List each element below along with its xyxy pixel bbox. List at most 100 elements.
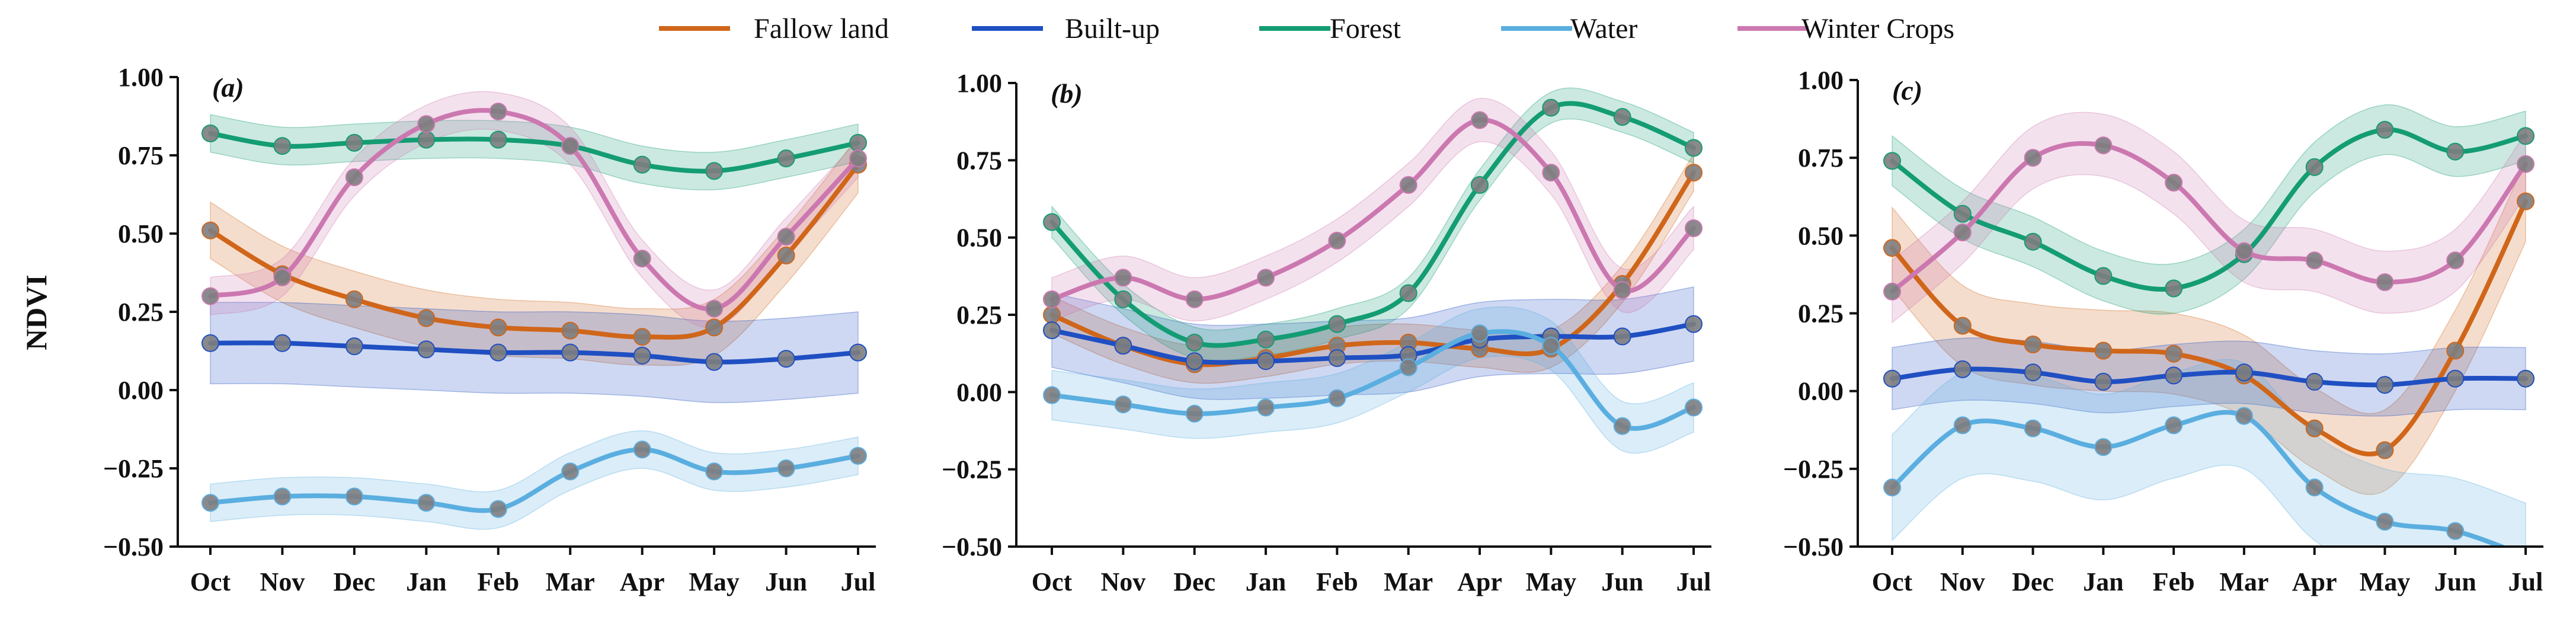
x-tick-label-jul: Jul [2508,567,2543,596]
plot-area [201,91,867,530]
point-built-up-may [705,353,724,371]
point-built-up-jun [777,350,795,368]
point-fallow-land-jul [1685,164,1703,182]
y-tick-label: 0.75 [1798,143,1844,173]
point-built-up-jul [849,343,867,362]
point-forest-nov [273,137,292,155]
y-tick-label: −0.25 [942,455,1002,484]
point-built-up-feb [1328,349,1346,367]
x-tick-label-mar: Mar [1384,567,1433,596]
point-forest-jul [2517,127,2535,145]
x-tick-label-dec: Dec [2012,567,2054,596]
point-built-up-apr [633,346,651,365]
y-tick-label: −0.50 [1783,532,1844,561]
x-tick-label-may: May [2360,567,2411,596]
point-winter-crops-jan [417,115,436,133]
point-water-jul [849,446,867,465]
x-tick-label-oct: Oct [1872,567,1913,596]
point-fallow-land-jan [417,309,436,327]
x-tick-label-nov: Nov [1100,567,1145,596]
panel-b: −0.50 −0.25 0.00 0.25 0.50 0.75 1.00 Oct Nov Dec J… [942,69,1711,596]
y-tick-label: 1.00 [118,63,164,92]
x-tick-label-feb: Feb [477,567,519,596]
point-water-oct [1883,478,1901,497]
point-winter-crops-nov [1114,269,1132,287]
point-water-feb [2165,416,2183,435]
point-forest-jul [1685,139,1703,157]
x-tick-label-jul: Jul [841,567,876,596]
panel-c: −0.50 −0.25 0.00 0.25 0.50 0.75 1.00 Oct Nov Dec J… [1783,66,2543,596]
line-fallow-land [208,162,860,340]
point-water-may [1542,337,1560,355]
line-water [208,447,860,513]
point-winter-crops-mar [2235,242,2253,260]
point-fallow-land-apr [2305,419,2324,438]
point-water-oct [1043,386,1061,404]
y-tick-label: 0.00 [956,378,1002,407]
point-winter-crops-may [705,299,724,318]
line-water [1049,329,1696,431]
y-tick-label: 1.00 [1798,66,1844,95]
x-tick-label-jun: Jun [1601,567,1643,596]
point-water-jun [777,459,795,477]
point-water-jun [2446,522,2465,540]
x-tick-label-jan: Jan [406,567,446,596]
y-tick-label: 0.75 [956,146,1002,175]
point-forest-feb [489,130,507,149]
point-fallow-land-jan [2094,341,2113,360]
y-tick-label: 0.75 [118,141,164,170]
point-fallow-land-oct [1883,239,1901,257]
point-forest-nov [1114,290,1132,308]
point-fallow-land-may [705,318,724,337]
y-axis-label: NDVI [20,274,53,350]
point-built-up-jun [2446,369,2465,388]
point-water-dec [2024,419,2042,438]
point-water-oct [201,494,219,512]
plot-area [1883,104,2535,547]
point-built-up-jan [1257,352,1275,371]
y-tick-label: 0.00 [1798,377,1844,406]
point-forest-apr [1471,176,1489,194]
y-tick-label: −0.50 [103,532,164,561]
band-water [1051,306,1694,454]
band-fallow-land [1892,161,2526,495]
panel-a: −0.50 −0.25 0.00 0.25 0.50 0.75 1.00 Oct Nov Dec J… [103,63,876,596]
point-built-up-oct [201,334,219,352]
legend: Fallow land Built-up Forest Water Winter Cro… [659,13,1954,44]
y-tick-label: 0.00 [118,376,164,405]
x-tick-label-mar: Mar [2219,567,2268,596]
plot-area [1043,87,1703,454]
point-built-up-nov [273,334,292,352]
y-tick-label: 0.50 [118,219,164,248]
x-tick-label-dec: Dec [333,567,375,596]
point-forest-feb [1328,315,1346,333]
point-winter-crops-jan [2094,136,2113,155]
point-fallow-land-mar [561,321,580,340]
point-built-up-may [2376,376,2394,394]
x-tick-label-apr: Apr [1457,567,1502,596]
point-built-up-jul [1685,315,1703,333]
point-built-up-apr [2305,372,2324,391]
point-water-nov [1953,416,1972,435]
legend-label-winter-crops: Winter Crops [1801,13,1954,44]
point-water-mar [561,462,580,481]
point-water-feb [489,500,507,518]
point-water-jan [417,494,436,512]
point-forest-jun [1613,108,1631,126]
point-forest-jul [849,133,867,152]
point-forest-dec [345,133,363,152]
line-forest [1890,127,2528,292]
point-built-up-mar [2235,363,2253,382]
x-tick-label-jul: Jul [1676,567,1711,596]
point-water-nov [273,487,292,506]
point-built-up-nov [1114,337,1132,355]
point-water-mar [1399,358,1417,376]
point-winter-crops-may [1542,164,1560,182]
legend-label-built-up: Built-up [1065,13,1160,44]
point-built-up-feb [489,343,507,362]
x-tick-label-feb: Feb [1316,567,1358,596]
point-water-may [705,462,724,481]
point-forest-jun [777,149,795,168]
point-water-may [2376,513,2394,531]
point-water-nov [1114,395,1132,414]
